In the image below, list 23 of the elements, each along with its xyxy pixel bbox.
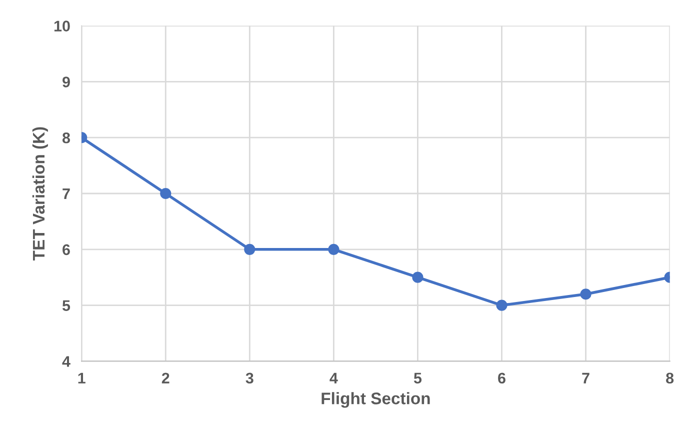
x-tick-label: 1 (78, 372, 86, 384)
x-tick-label: 7 (582, 372, 590, 384)
x-tick-label: 6 (498, 372, 506, 384)
point (328, 244, 340, 255)
point (160, 188, 172, 200)
point (412, 272, 424, 283)
x-tick-label: 2 (162, 372, 170, 384)
x-tick-label: 4 (330, 372, 338, 384)
x-tick-label: 3 (246, 372, 254, 384)
y-axis-title: TET Variation (K) (32, 127, 48, 260)
point (496, 300, 508, 311)
y-tick-label: 6 (62, 244, 70, 256)
y-tick-label: 8 (62, 132, 70, 144)
x-tick-label: 8 (666, 372, 674, 384)
y-tick-label: 5 (62, 300, 70, 311)
y-tick-label: 9 (62, 76, 70, 88)
x-axis-title: Flight Section (322, 392, 430, 408)
y-tick-label: 10 (54, 20, 70, 32)
x-tick-label: 5 (414, 372, 422, 384)
point (244, 244, 256, 255)
point (580, 288, 592, 300)
y-tick-label: 4 (62, 356, 70, 367)
y-tick-label: 7 (62, 188, 70, 200)
